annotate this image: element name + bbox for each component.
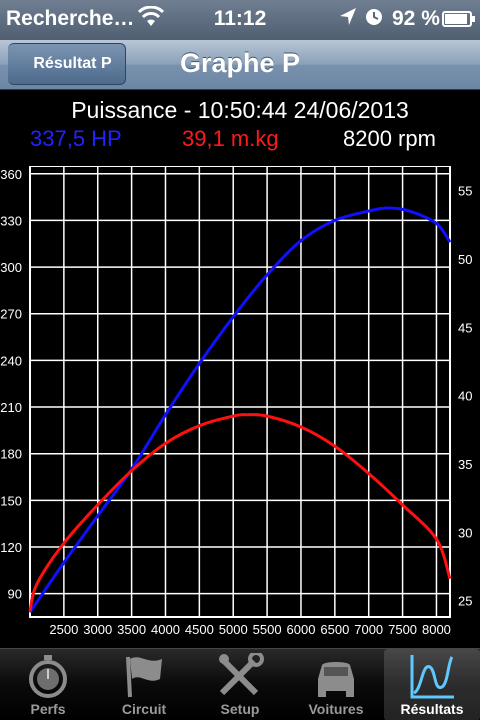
y-right-tick-label: 55 <box>458 184 472 199</box>
x-tick-label: 6000 <box>287 622 316 637</box>
tab-label: Voitures <box>308 701 364 717</box>
tab-label: Circuit <box>121 701 167 717</box>
x-tick-label: 4500 <box>185 622 214 637</box>
status-bar: Recherche… 11:12 92 % <box>0 0 480 40</box>
y-left-tick-label: 150 <box>0 493 22 508</box>
x-tick-label: 3000 <box>83 622 112 637</box>
x-tick-label: 7000 <box>354 622 383 637</box>
tab-label: Setup <box>220 701 260 717</box>
y-right-tick-label: 45 <box>458 320 472 335</box>
power-readout: 337,5 HP <box>30 126 122 151</box>
power-torque-chart: 2500 3000 3500 4000 4500 5000 5500 6000 6500 7000… <box>0 166 472 637</box>
carrier-label: Recherche… <box>6 7 135 30</box>
location-arrow-icon <box>339 7 357 33</box>
battery-icon <box>442 11 475 27</box>
back-button[interactable]: Résultat P <box>8 43 126 85</box>
tab-resultats[interactable]: Résultats <box>384 649 480 720</box>
page-title: Graphe P <box>179 48 301 78</box>
car-icon <box>318 662 354 697</box>
y-left-tick-label: 120 <box>0 540 22 555</box>
plot-frame <box>29 166 451 618</box>
rpm-readout: 8200 rpm <box>343 126 436 151</box>
x-tick-label: 2500 <box>49 622 78 637</box>
y-right-tick-label: 35 <box>458 457 472 472</box>
graph-icon <box>410 655 454 699</box>
torque-readout: 39,1 m.kg <box>182 126 279 151</box>
tab-perfs[interactable]: Perfs <box>0 649 96 720</box>
y-right-tick-label: 30 <box>458 525 472 540</box>
x-tick-label: 7500 <box>388 622 417 637</box>
y-left-tick-label: 240 <box>0 353 22 368</box>
y-right-tick-label: 40 <box>458 389 472 404</box>
y-left-tick-label: 330 <box>0 213 22 228</box>
back-button-label: Résultat P <box>33 55 112 72</box>
y-left-tick-label: 90 <box>8 587 22 602</box>
alarm-icon <box>364 7 384 33</box>
x-tick-label: 5500 <box>253 622 282 637</box>
x-tick-label: 8000 <box>422 622 451 637</box>
y-left-tick-label: 270 <box>0 307 22 322</box>
tab-label: Résultats <box>400 701 464 717</box>
tab-setup[interactable]: Setup <box>192 649 288 720</box>
y-right-tick-label: 50 <box>458 252 472 267</box>
x-tick-label: 4000 <box>151 622 180 637</box>
tab-voitures[interactable]: Voitures <box>288 649 384 720</box>
battery-percent: 92 % <box>392 7 440 30</box>
tab-circuit[interactable]: Circuit <box>96 649 192 720</box>
tab-label: Perfs <box>30 701 66 717</box>
x-tick-label: 6500 <box>320 622 349 637</box>
stopwatch-icon <box>29 655 67 698</box>
graph-title: Puissance - 10:50:44 24/06/2013 <box>71 97 409 123</box>
tab-bar: Perfs Circuit Setup Voitures Résulta <box>0 648 480 720</box>
x-tick-label: 5000 <box>219 622 248 637</box>
wifi-icon <box>137 5 165 34</box>
navigation-bar: Résultat P Graphe P <box>0 40 480 90</box>
x-tick-label: 3500 <box>117 622 146 637</box>
graph-view: Puissance - 10:50:44 24/06/2013 337,5 HP… <box>0 91 480 648</box>
y-right-tick-label: 25 <box>458 594 472 609</box>
y-left-tick-label: 180 <box>0 447 22 462</box>
power-curve <box>28 206 452 614</box>
tools-icon <box>219 653 264 696</box>
y-left-tick-label: 360 <box>0 167 22 182</box>
y-left-tick-label: 210 <box>0 400 22 415</box>
flag-icon <box>126 656 162 698</box>
y-left-tick-label: 300 <box>0 260 22 275</box>
torque-curve <box>28 413 452 612</box>
clock: 11:12 <box>213 7 267 30</box>
